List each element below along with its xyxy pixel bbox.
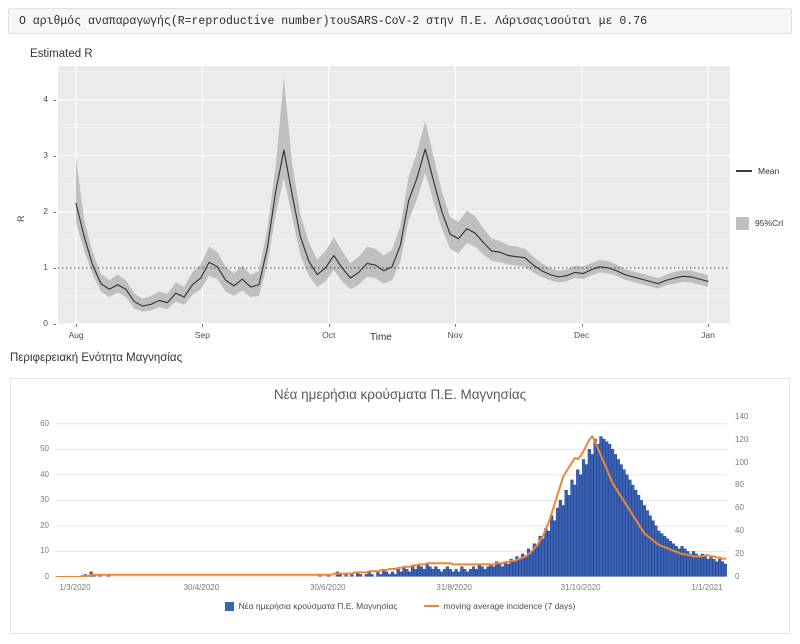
plot-panel — [58, 66, 730, 325]
y-tick-label-left: 40 — [40, 469, 49, 479]
daily-cases-plot-svg — [55, 423, 728, 578]
chart-title: Estimated R — [30, 48, 93, 60]
legend-label-mean: Mean — [758, 166, 780, 176]
y-tick-label-right: 0 — [735, 572, 740, 581]
x-tick-mark — [581, 324, 583, 327]
x-tick-label: 1/3/2020 — [59, 583, 91, 592]
x-tick-label: Nov — [447, 330, 463, 340]
y-tick-label-left: 0 — [44, 572, 49, 581]
section-label: Περιφερειακή Ενότητα Μαγνησίας — [10, 352, 183, 364]
chart-legend: Νέα ημερήσια κρούσματα Π.Ε. Μαγνησίας mo… — [11, 601, 789, 611]
y-tick-label-right: 120 — [735, 434, 749, 444]
legend-label-line: moving average incidence (7 days) — [443, 601, 576, 611]
daily-cases-chart: Νέα ημερήσια κρούσματα Π.Ε. Μαγνησίας 0 1… — [10, 378, 790, 634]
line-swatch-icon — [736, 170, 752, 172]
x-tick-label: 31/10/2020 — [560, 583, 601, 592]
y-tick-label: 0 — [43, 318, 48, 328]
x-tick-mark — [76, 324, 77, 327]
y-tick-label-left: 10 — [40, 546, 49, 556]
legend-item-mean: Mean — [736, 164, 800, 178]
x-tick-label: Aug — [68, 330, 84, 340]
x-tick-mark — [328, 324, 330, 327]
x-tick-label: 30/6/2020 — [310, 583, 346, 592]
y-tick-label: 3 — [43, 149, 48, 160]
y-tick-mark — [53, 155, 56, 157]
plot-area — [55, 411, 728, 578]
chart-legend: Mean 95%CrI — [736, 164, 800, 268]
x-tick-label: 31/8/2020 — [436, 583, 472, 592]
legend-label-cri: 95%CrI — [755, 218, 784, 228]
y-tick-label-right: 20 — [735, 549, 744, 559]
x-tick-label: Jan — [701, 330, 715, 340]
x-tick-mark — [202, 324, 204, 327]
x-tick-label: Dec — [574, 330, 590, 340]
estimated-r-plot-svg — [58, 66, 730, 325]
y-tick-label-right: 60 — [735, 503, 744, 513]
bar-swatch-icon — [224, 601, 234, 611]
chart-title: Νέα ημερήσια κρούσματα Π.Ε. Μαγνησίας — [273, 387, 527, 402]
y-tick-label: 2 — [43, 205, 48, 216]
y-tick-label: 1 — [43, 261, 48, 272]
header-banner: Ο αριθμός αναπαραγωγής(R=reproductive nu… — [8, 8, 792, 34]
y-tick-mark — [53, 324, 56, 325]
x-tick-label: Sep — [194, 330, 210, 340]
estimated-r-chart: Estimated R R Time 0 1 2 3 4 Aug Sep Oct Nov Dec… — [10, 44, 790, 344]
y-tick-mark — [53, 99, 56, 101]
y-axis-label: R — [16, 215, 26, 223]
legend-label-bars: Νέα ημερήσια κρούσματα Π.Ε. Μαγνησίας — [238, 601, 398, 611]
y-tick-label: 4 — [43, 93, 48, 104]
y-tick-label-right: 80 — [735, 480, 744, 490]
y-tick-mark — [53, 211, 56, 213]
x-tick-label: 30/4/2020 — [183, 583, 220, 592]
y-tick-label-right: 40 — [735, 526, 744, 536]
y-tick-label-left: 30 — [40, 495, 49, 505]
legend-item-line: moving average incidence (7 days) — [423, 601, 576, 611]
y-tick-mark — [53, 267, 56, 269]
x-tick-mark — [708, 324, 709, 327]
line-swatch-icon — [423, 604, 439, 608]
x-axis-label: Time — [370, 332, 392, 343]
x-tick-mark — [455, 324, 457, 327]
x-tick-label: Oct — [322, 330, 336, 340]
y-tick-label-left: 50 — [40, 444, 49, 454]
legend-item-cri: 95%CrI — [736, 216, 800, 230]
y-tick-label-right: 100 — [735, 457, 749, 467]
x-tick-label: 1/1/2021 — [691, 583, 723, 592]
y-tick-label-left: 20 — [40, 520, 49, 530]
header-text: Ο αριθμός αναπαραγωγής(R=reproductive nu… — [19, 14, 648, 28]
y-tick-label-right: 140 — [735, 411, 749, 421]
y-tick-label-left: 60 — [40, 418, 49, 428]
legend-item-bars: Νέα ημερήσια κρούσματα Π.Ε. Μαγνησίας — [224, 601, 398, 611]
band-swatch-icon — [736, 216, 749, 230]
